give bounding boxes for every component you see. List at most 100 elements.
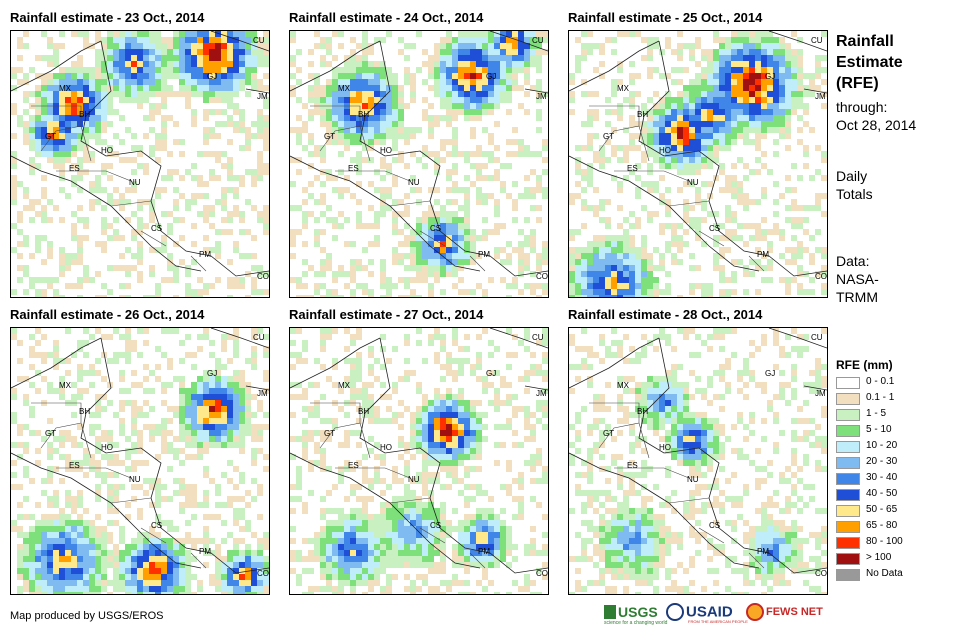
rainfall-cell xyxy=(416,277,422,283)
rainfall-cell xyxy=(581,253,587,259)
rainfall-cell xyxy=(53,496,59,502)
rainfall-cell xyxy=(374,169,380,175)
rainfall-cell xyxy=(683,157,689,163)
rainfall-cell xyxy=(446,394,452,400)
rainfall-cell xyxy=(428,496,434,502)
rainfall-cell xyxy=(149,580,155,586)
rainfall-cell xyxy=(707,211,713,217)
rainfall-cell xyxy=(404,520,410,526)
rainfall-cell xyxy=(386,502,392,508)
rainfall-cell xyxy=(422,406,428,412)
rainfall-cell xyxy=(137,241,143,247)
rainfall-cell xyxy=(308,406,314,412)
rainfall-cell xyxy=(524,460,530,466)
rainfall-cell xyxy=(755,73,761,79)
rainfall-cell xyxy=(107,490,113,496)
rainfall-cell xyxy=(41,55,47,61)
rainfall-cell xyxy=(611,127,617,133)
rainfall-cell xyxy=(290,454,296,460)
rainfall-cell xyxy=(542,478,548,484)
rainfall-cell xyxy=(251,37,257,43)
rainfall-cell xyxy=(155,187,161,193)
rainfall-cell xyxy=(221,418,227,424)
rainfall-cell xyxy=(65,151,71,157)
rainfall-cell xyxy=(233,85,239,91)
rainfall-cell xyxy=(101,472,107,478)
rainfall-cell xyxy=(185,169,191,175)
rainfall-cell xyxy=(125,43,131,49)
rainfall-cell xyxy=(653,157,659,163)
rainfall-cell xyxy=(629,235,635,241)
rainfall-cell xyxy=(464,259,470,265)
rainfall-cell xyxy=(398,412,404,418)
rainfall-cell xyxy=(695,223,701,229)
rainfall-cell xyxy=(179,61,185,67)
rainfall-cell xyxy=(320,556,326,562)
rainfall-cell xyxy=(611,289,617,295)
rainfall-cell xyxy=(482,79,488,85)
rainfall-cell xyxy=(356,115,362,121)
rainfall-cell xyxy=(179,448,185,454)
rainfall-cell xyxy=(452,103,458,109)
rainfall-cell xyxy=(332,277,338,283)
rainfall-cell xyxy=(731,85,737,91)
rainfall-cell xyxy=(707,109,713,115)
rainfall-cell xyxy=(659,265,665,271)
rainfall-cell xyxy=(101,229,107,235)
rainfall-cell xyxy=(245,43,251,49)
rainfall-cell xyxy=(665,127,671,133)
rainfall-cell xyxy=(203,376,209,382)
rainfall-cell xyxy=(506,532,512,538)
rainfall-cell xyxy=(23,466,29,472)
rainfall-cell xyxy=(350,49,356,55)
rainfall-cell xyxy=(476,364,482,370)
rainfall-cell xyxy=(713,151,719,157)
rainfall-cell xyxy=(677,67,683,73)
rainfall-cell xyxy=(671,133,677,139)
rainfall-cell xyxy=(500,79,506,85)
rainfall-cell xyxy=(785,187,791,193)
rainfall-cell xyxy=(137,163,143,169)
rainfall-cell xyxy=(155,496,161,502)
rainfall-cell xyxy=(167,85,173,91)
rainfall-cell xyxy=(290,241,296,247)
rainfall-cell xyxy=(719,121,725,127)
rainfall-cell xyxy=(95,358,101,364)
rainfall-cell xyxy=(512,31,518,37)
rainfall-cell xyxy=(131,496,137,502)
rainfall-cell xyxy=(647,49,653,55)
rainfall-cell xyxy=(500,85,506,91)
rainfall-cell xyxy=(101,91,107,97)
rainfall-cell xyxy=(404,127,410,133)
rainfall-cell xyxy=(512,334,518,340)
rainfall-cell xyxy=(83,340,89,346)
rainfall-cell xyxy=(368,436,374,442)
rainfall-cell xyxy=(542,37,548,43)
rainfall-cell xyxy=(749,121,755,127)
rainfall-cell xyxy=(101,73,107,79)
rainfall-cell xyxy=(137,247,143,253)
rainfall-cell xyxy=(155,502,161,508)
rainfall-cell xyxy=(161,388,167,394)
rainfall-cell xyxy=(251,550,257,556)
rainfall-cell xyxy=(446,97,452,103)
rainfall-cell xyxy=(83,544,89,550)
rainfall-cell xyxy=(113,574,119,580)
rainfall-cell xyxy=(41,79,47,85)
coastline xyxy=(569,31,827,277)
rainfall-cell xyxy=(452,544,458,550)
rainfall-cell xyxy=(785,289,791,295)
rainfall-cell xyxy=(743,97,749,103)
rainfall-cell xyxy=(689,55,695,61)
rainfall-cell xyxy=(458,526,464,532)
rainfall-cell xyxy=(629,289,635,295)
rainfall-cell xyxy=(239,370,245,376)
rainfall-cell xyxy=(338,193,344,199)
rainfall-cell xyxy=(743,49,749,55)
rainfall-cell xyxy=(422,271,428,277)
rainfall-cell xyxy=(221,229,227,235)
rainfall-cell xyxy=(47,97,53,103)
rainfall-cell xyxy=(659,103,665,109)
rainfall-cell xyxy=(308,436,314,442)
rainfall-cell xyxy=(245,55,251,61)
